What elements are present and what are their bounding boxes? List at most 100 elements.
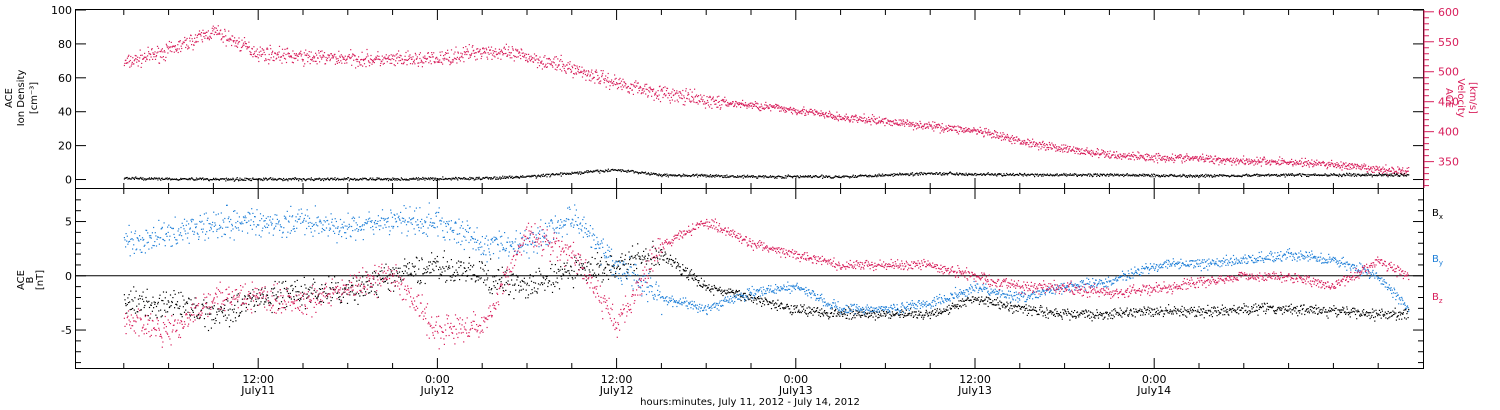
field-point <box>231 296 233 299</box>
velocity-point <box>878 116 880 118</box>
velocity-point <box>1302 162 1304 164</box>
velocity-point <box>413 61 415 63</box>
velocity-point <box>867 120 869 122</box>
velocity-point <box>212 25 214 27</box>
velocity-point <box>916 124 918 126</box>
velocity-point <box>1151 155 1153 157</box>
field-point <box>363 283 365 285</box>
velocity-point <box>479 48 481 50</box>
field-point <box>125 303 127 305</box>
velocity-point <box>829 115 832 117</box>
density-point <box>617 170 619 172</box>
velocity-point <box>1342 164 1344 166</box>
field-point <box>339 296 341 298</box>
velocity-point <box>444 54 446 56</box>
density-point <box>1143 175 1145 177</box>
velocity-point <box>516 56 518 58</box>
velocity-point <box>237 43 239 45</box>
velocity-point <box>1402 167 1404 169</box>
velocity-point <box>508 46 510 48</box>
field-point <box>171 301 173 304</box>
density-point <box>1041 175 1043 177</box>
velocity-point <box>949 125 951 127</box>
velocity-point <box>200 32 203 34</box>
density-point <box>1368 174 1370 176</box>
velocity-point <box>767 107 769 110</box>
velocity-point <box>1060 148 1062 150</box>
velocity-point <box>529 59 531 61</box>
velocity-point <box>153 53 156 55</box>
density-point <box>1208 175 1210 177</box>
velocity-point <box>783 110 785 112</box>
density-point <box>391 179 393 181</box>
density-point <box>669 174 671 176</box>
velocity-point <box>1059 146 1061 148</box>
density-point <box>869 175 871 177</box>
density-point <box>455 177 457 179</box>
field-point <box>195 305 197 307</box>
density-point <box>242 179 244 181</box>
velocity-point <box>996 136 998 138</box>
density-point <box>1341 175 1343 177</box>
field-point <box>327 296 329 298</box>
density-point <box>328 178 330 180</box>
density-point <box>572 172 574 174</box>
velocity-point <box>1403 174 1405 176</box>
velocity-point <box>721 99 723 101</box>
velocity-point <box>1138 152 1140 154</box>
density-point <box>171 178 173 180</box>
velocity-point <box>1307 163 1309 165</box>
velocity-point <box>969 131 971 133</box>
density-point <box>350 178 352 180</box>
velocity-point <box>266 48 268 50</box>
density-point <box>324 178 326 180</box>
density-point <box>693 175 695 177</box>
velocity-point <box>488 53 490 55</box>
density-point <box>194 179 196 181</box>
density-point <box>659 175 662 177</box>
velocity-point <box>844 115 846 117</box>
field-point <box>390 269 392 271</box>
velocity-point <box>620 80 623 82</box>
velocity-point <box>1316 159 1318 161</box>
velocity-point <box>272 50 274 52</box>
density-point <box>300 178 302 181</box>
velocity-point <box>1203 158 1205 160</box>
velocity-point <box>1018 138 1020 140</box>
velocity-point <box>636 82 638 84</box>
density-point <box>989 173 991 175</box>
velocity-point <box>387 56 389 58</box>
density-point <box>1028 174 1030 176</box>
density-point <box>766 176 768 178</box>
velocity-point <box>1116 157 1118 160</box>
velocity-point <box>992 136 994 138</box>
velocity-point <box>406 59 409 61</box>
velocity-point <box>1390 170 1392 172</box>
velocity-point <box>1261 159 1263 161</box>
velocity-point <box>606 79 608 81</box>
density-point <box>1253 173 1256 176</box>
field-point <box>228 326 231 328</box>
density-point <box>540 174 542 176</box>
velocity-point <box>1249 160 1251 162</box>
velocity-point <box>225 35 227 37</box>
velocity-point <box>1362 166 1364 168</box>
velocity-point <box>1144 159 1146 161</box>
density-point <box>1092 175 1094 177</box>
density-point <box>712 175 714 177</box>
velocity-point <box>636 85 638 87</box>
field-point <box>349 294 351 296</box>
density-point <box>429 179 431 181</box>
velocity-point <box>1091 152 1093 154</box>
velocity-point <box>1049 143 1051 145</box>
velocity-point <box>859 116 861 118</box>
density-point <box>183 178 185 180</box>
density-point <box>388 178 390 180</box>
velocity-point <box>1332 164 1334 166</box>
velocity-point <box>763 107 765 109</box>
field-point <box>266 294 269 296</box>
velocity-point <box>999 132 1002 134</box>
velocity-point <box>787 108 790 110</box>
velocity-point <box>800 112 802 114</box>
field-point <box>423 267 425 270</box>
